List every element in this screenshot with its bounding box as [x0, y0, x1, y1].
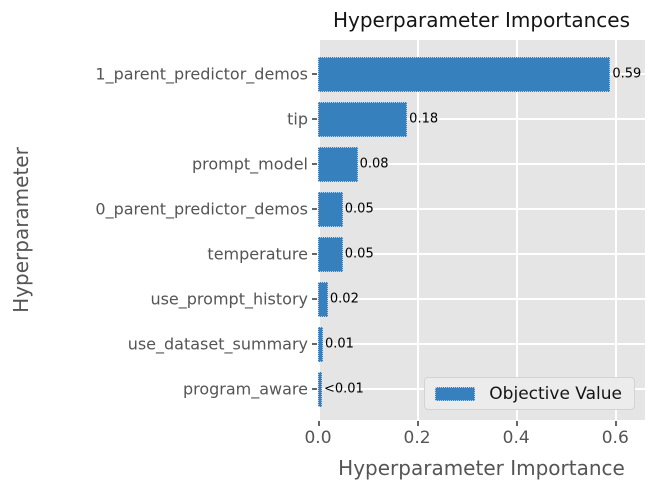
vertical-gridline [318, 40, 320, 420]
y-tick-label-0_parent_predictor_demos: 0_parent_predictor_demos [95, 199, 308, 219]
x-tick-label: 0.0 [304, 428, 332, 448]
bar-0_parent_predictor_demos [318, 191, 343, 227]
vertical-gridline [615, 40, 617, 420]
horizontal-gridline [318, 163, 645, 165]
bar-value-label: 0.05 [344, 201, 374, 217]
x-axis-tick-labels: 0.0 0.2 0.4 0.6 [304, 420, 645, 460]
y-tick-label-tip: tip [287, 109, 308, 129]
x-axis-label: Hyperparameter Importance [338, 456, 625, 480]
y-tick-label-use_prompt_history: use_prompt_history [150, 289, 308, 309]
plot-area: 0.59 0.18 0.08 0.05 0.05 0.02 0.01 <0.01 Object… [318, 40, 645, 420]
x-tick-mark [516, 421, 518, 426]
y-tick-mark [312, 163, 317, 165]
x-tick-label: 0.2 [403, 428, 431, 448]
bar-value-label: 0.05 [344, 246, 374, 262]
legend-label: Objective Value [489, 383, 622, 404]
horizontal-gridline [318, 343, 645, 345]
y-tick-mark [312, 298, 317, 300]
horizontal-gridline [318, 208, 645, 210]
bar-use_prompt_history [318, 281, 328, 317]
y-tick-mark [312, 388, 317, 390]
horizontal-gridline [318, 298, 645, 300]
bar-program_aware [318, 371, 322, 407]
legend: Objective Value [424, 377, 635, 410]
y-tick-mark [312, 208, 317, 210]
x-tick-label: 0.4 [502, 428, 530, 448]
vertical-gridline [417, 40, 419, 420]
bar-value-label: 0.02 [329, 291, 359, 307]
horizontal-gridline [318, 118, 645, 120]
y-tick-label-program_aware: program_aware [182, 379, 308, 399]
x-tick-mark [417, 421, 419, 426]
y-tick-mark [312, 118, 317, 120]
bar-tip [318, 101, 408, 137]
y-tick-label-temperature: temperature [207, 244, 308, 264]
bar-value-label: 0.01 [324, 336, 354, 352]
y-tick-label-prompt_model: prompt_model [191, 154, 308, 174]
bar-prompt_model [318, 146, 358, 182]
y-tick-mark [312, 73, 317, 75]
bar-value-label: 0.18 [409, 111, 439, 127]
chart-title: Hyperparameter Importances [332, 8, 631, 32]
bar-temperature [318, 236, 343, 272]
bar-value-label: <0.01 [323, 381, 364, 397]
legend-color-swatch-icon [435, 386, 476, 401]
y-tick-mark [312, 253, 317, 255]
x-tick-mark [318, 421, 320, 426]
bar-value-label: 0.59 [612, 66, 642, 82]
y-tick-label-use_dataset_summary: use_dataset_summary [127, 334, 308, 354]
horizontal-gridline [318, 253, 645, 255]
x-tick-mark [615, 421, 617, 426]
y-tick-mark [312, 343, 317, 345]
y-tick-label-1_parent_predictor_demos: 1_parent_predictor_demos [95, 64, 308, 84]
x-tick-label: 0.6 [601, 428, 629, 448]
bar-1_parent_predictor_demos [318, 56, 611, 92]
bar-value-label: 0.08 [359, 156, 389, 172]
vertical-gridline [516, 40, 518, 420]
bar-use_dataset_summary [318, 326, 323, 362]
